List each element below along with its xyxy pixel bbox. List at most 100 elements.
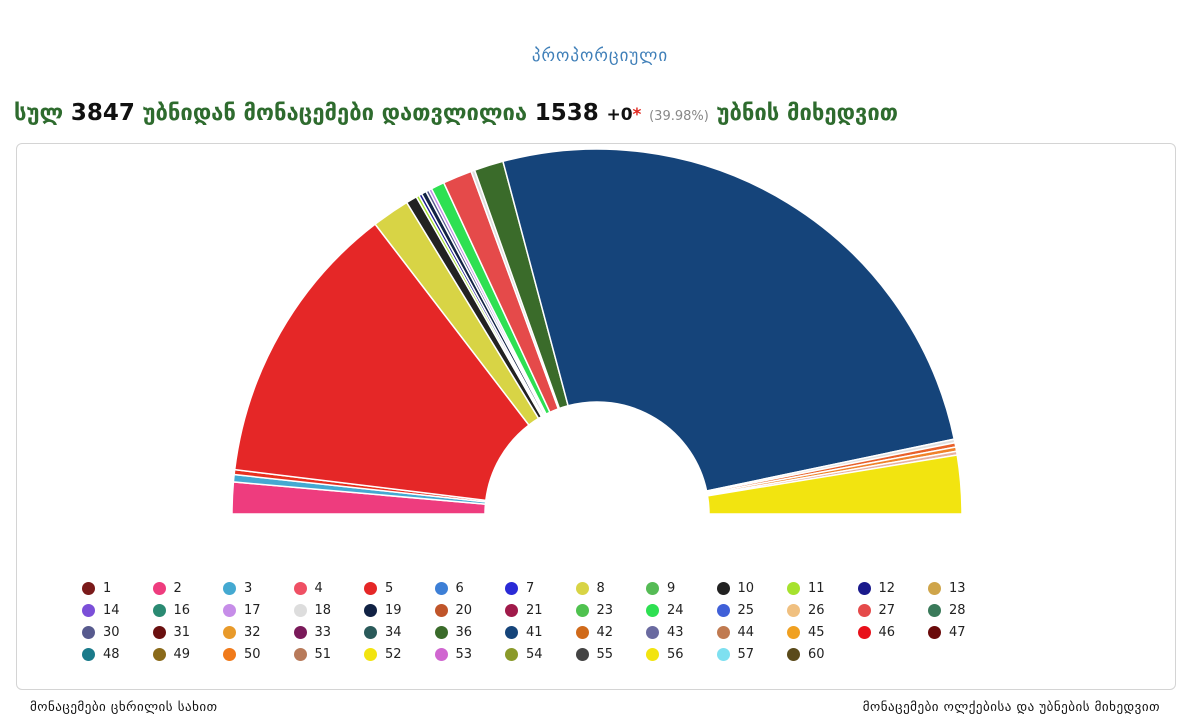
legend-item-57[interactable]: 57 — [716, 644, 788, 664]
chart-panel: 1 2 3 4 5 6 7 8 9 10 11 12 13 14 16 17 18 19 20 21 23 24 25 26 2… — [16, 143, 1176, 690]
legend-item-26[interactable]: 26 — [787, 600, 858, 620]
legend-swatch — [152, 647, 166, 661]
headline-middle: უბნიდან მონაცემები დათვლილია — [142, 101, 528, 126]
legend-item-56[interactable]: 56 — [646, 644, 717, 664]
legend-item-1[interactable]: 1 — [82, 578, 153, 598]
legend-swatch — [787, 603, 800, 617]
legend-item-30[interactable]: 30 — [82, 622, 153, 642]
legend-item-60[interactable]: 60 — [787, 644, 858, 664]
legend-swatch — [646, 625, 659, 639]
legend-swatch — [434, 581, 448, 595]
legend-label: 28 — [949, 602, 966, 618]
legend-swatch — [505, 581, 518, 595]
legend-label: 7 — [526, 580, 535, 596]
legend-label: 49 — [173, 646, 191, 662]
legend-label: 6 — [455, 580, 464, 596]
legend-item-16[interactable]: 16 — [152, 600, 224, 620]
legend-label: 12 — [878, 580, 896, 596]
legend-item-53[interactable]: 53 — [434, 644, 506, 664]
legend-item-23[interactable]: 23 — [575, 600, 647, 620]
table-view-link[interactable]: მონაცემები ცხრილის სახით — [30, 700, 218, 715]
legend-item-13[interactable]: 13 — [928, 578, 999, 598]
legend-label: 33 — [314, 624, 332, 640]
legend-label: 48 — [103, 646, 120, 662]
legend-swatch — [293, 603, 307, 617]
legend-item-20[interactable]: 20 — [434, 600, 506, 620]
legend-item-5[interactable]: 5 — [364, 578, 435, 598]
headline-prefix: სულ — [14, 101, 64, 126]
legend-item-54[interactable]: 54 — [505, 644, 576, 664]
legend-item-2[interactable]: 2 — [152, 578, 224, 598]
legend-item-34[interactable]: 34 — [364, 622, 435, 642]
legend-item-25[interactable]: 25 — [716, 600, 788, 620]
legend-item-18[interactable]: 18 — [293, 600, 365, 620]
legend-item-41[interactable]: 41 — [505, 622, 576, 642]
segment-party-52[interactable] — [706, 454, 963, 515]
legend-swatch — [716, 603, 730, 617]
legend-item-8[interactable]: 8 — [575, 578, 647, 598]
legend-item-24[interactable]: 24 — [646, 600, 717, 620]
legend-swatch — [646, 647, 659, 661]
legend-item-36[interactable]: 36 — [434, 622, 506, 642]
counted-percent: (39.98%) — [649, 109, 709, 124]
legend-item-33[interactable]: 33 — [293, 622, 365, 642]
legend-swatch — [434, 647, 448, 661]
legend-item-9[interactable]: 9 — [646, 578, 717, 598]
legend-swatch — [646, 581, 659, 595]
legend-swatch — [152, 625, 166, 639]
legend-label: 10 — [737, 580, 755, 596]
legend-label: 54 — [526, 646, 543, 662]
legend-item-55[interactable]: 55 — [575, 644, 647, 664]
legend-item-7[interactable]: 7 — [505, 578, 576, 598]
legend-item-42[interactable]: 42 — [575, 622, 647, 642]
asterisk-mark: * — [632, 105, 642, 125]
legend-swatch — [223, 603, 236, 617]
legend-item-31[interactable]: 31 — [152, 622, 224, 642]
legend-item-19[interactable]: 19 — [364, 600, 435, 620]
legend-label: 56 — [667, 646, 684, 662]
legend-swatch — [293, 581, 307, 595]
legend-item-6[interactable]: 6 — [434, 578, 506, 598]
legend-item-27[interactable]: 27 — [857, 600, 929, 620]
legend-item-32[interactable]: 32 — [223, 622, 294, 642]
legend-swatch — [293, 647, 307, 661]
legend-item-50[interactable]: 50 — [223, 644, 294, 664]
legend-item-43[interactable]: 43 — [646, 622, 717, 642]
legend-item-10[interactable]: 10 — [716, 578, 788, 598]
legend-label: 16 — [173, 602, 191, 618]
legend-label: 51 — [314, 646, 332, 662]
district-view-link[interactable]: მონაცემები ოლქებისა და უბნების მიხედვით — [862, 700, 1160, 715]
legend-swatch — [82, 581, 95, 595]
legend-item-12[interactable]: 12 — [857, 578, 929, 598]
legend-item-45[interactable]: 45 — [787, 622, 858, 642]
legend-swatch — [787, 625, 800, 639]
legend-item-48[interactable]: 48 — [82, 644, 153, 664]
legend-item-4[interactable]: 4 — [293, 578, 365, 598]
legend-swatch — [364, 581, 377, 595]
legend-swatch — [716, 647, 730, 661]
legend-swatch — [364, 603, 377, 617]
legend-label: 4 — [314, 580, 323, 596]
legend-label: 42 — [596, 624, 614, 640]
legend-label: 47 — [949, 624, 966, 640]
legend-label: 60 — [808, 646, 825, 662]
legend-item-11[interactable]: 11 — [787, 578, 858, 598]
legend-item-21[interactable]: 21 — [505, 600, 576, 620]
legend-item-52[interactable]: 52 — [364, 644, 435, 664]
legend-swatch — [364, 647, 377, 661]
legend-item-14[interactable]: 14 — [82, 600, 153, 620]
legend-swatch — [505, 647, 518, 661]
legend-item-51[interactable]: 51 — [293, 644, 365, 664]
legend-label: 31 — [173, 624, 191, 640]
legend-item-46[interactable]: 46 — [857, 622, 929, 642]
legend-item-44[interactable]: 44 — [716, 622, 788, 642]
segment-party-5[interactable] — [233, 223, 530, 502]
legend-item-3[interactable]: 3 — [223, 578, 294, 598]
legend-item-17[interactable]: 17 — [223, 600, 294, 620]
legend-item-28[interactable]: 28 — [928, 600, 999, 620]
legend-item-47[interactable]: 47 — [928, 622, 999, 642]
segment-party-41[interactable] — [502, 148, 956, 492]
legend-item-49[interactable]: 49 — [152, 644, 224, 664]
legend-label: 17 — [244, 602, 261, 618]
legend-label: 50 — [244, 646, 261, 662]
